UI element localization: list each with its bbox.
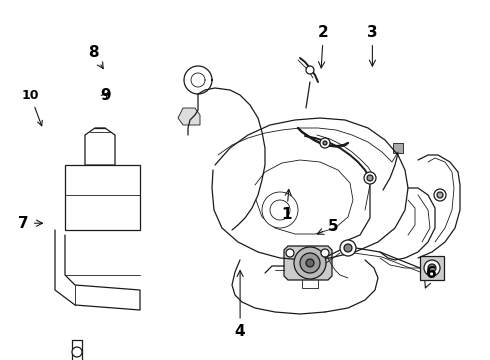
Polygon shape xyxy=(393,143,403,153)
Circle shape xyxy=(262,192,298,228)
Polygon shape xyxy=(65,165,140,230)
Circle shape xyxy=(306,66,314,74)
Circle shape xyxy=(286,249,294,257)
Text: 7: 7 xyxy=(18,216,43,231)
Text: 4: 4 xyxy=(235,270,245,339)
Text: 8: 8 xyxy=(88,45,103,69)
Circle shape xyxy=(294,247,326,279)
Circle shape xyxy=(367,175,373,181)
Text: 5: 5 xyxy=(317,219,339,234)
Circle shape xyxy=(340,240,356,256)
Text: 10: 10 xyxy=(22,89,42,126)
Polygon shape xyxy=(284,246,332,280)
Text: 9: 9 xyxy=(100,88,111,103)
Circle shape xyxy=(320,138,330,148)
Text: 3: 3 xyxy=(367,25,378,66)
Text: 6: 6 xyxy=(425,266,437,288)
Circle shape xyxy=(428,264,436,272)
Polygon shape xyxy=(178,108,200,125)
Circle shape xyxy=(323,141,327,145)
Circle shape xyxy=(437,192,443,198)
Text: 1: 1 xyxy=(281,189,292,222)
Circle shape xyxy=(321,249,329,257)
Polygon shape xyxy=(420,256,444,280)
Circle shape xyxy=(72,347,82,357)
Circle shape xyxy=(424,260,440,276)
Polygon shape xyxy=(85,128,115,165)
Circle shape xyxy=(300,253,320,273)
Circle shape xyxy=(270,200,290,220)
Circle shape xyxy=(434,189,446,201)
Circle shape xyxy=(364,172,376,184)
Circle shape xyxy=(344,244,352,252)
Circle shape xyxy=(306,259,314,267)
Text: 2: 2 xyxy=(318,25,329,68)
